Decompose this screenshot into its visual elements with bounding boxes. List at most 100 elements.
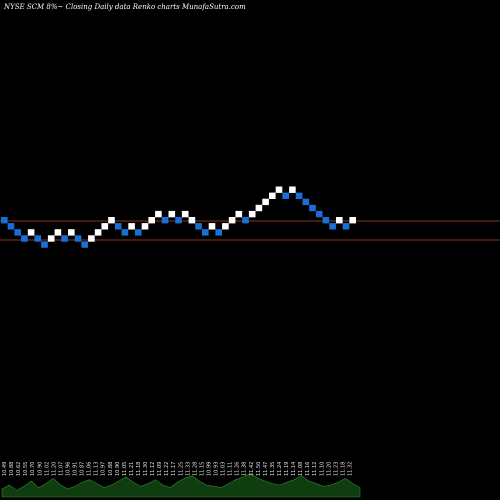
renko-brick-down <box>21 235 28 242</box>
volume-tick-label: 11.12 <box>312 462 318 476</box>
renko-brick-up <box>88 235 95 242</box>
renko-brick-up <box>148 217 155 224</box>
renko-brick-down <box>329 223 336 230</box>
renko-brick-down <box>61 235 68 242</box>
renko-brick-up <box>101 223 109 230</box>
volume-tick-label: 11.08 <box>298 462 304 476</box>
renko-brick-up <box>222 223 229 230</box>
renko-brick-up <box>27 229 35 236</box>
renko-brick-down <box>41 241 48 248</box>
renko-brick-down <box>1 217 8 224</box>
volume-tick-label: 10.96 <box>65 462 71 476</box>
renko-brick-down <box>295 192 303 199</box>
volume-tick-label: 11.20 <box>326 462 332 476</box>
renko-brick-down <box>215 229 222 236</box>
volume-tick-label: 11.09 <box>157 462 163 476</box>
renko-brick-down <box>315 210 323 218</box>
volume-tick-label: 11.06 <box>87 462 93 476</box>
renko-brick-down <box>282 192 289 199</box>
volume-tick-label: 11.30 <box>143 462 149 476</box>
volume-tick-label: 11.26 <box>235 462 241 476</box>
volume-tick-label: 11.28 <box>192 462 198 476</box>
renko-brick-down <box>74 235 82 242</box>
volume-tick-label: 11.38 <box>242 462 248 476</box>
renko-brick-down <box>121 229 129 236</box>
renko-brick-up <box>228 217 236 224</box>
renko-brick-up <box>141 223 149 230</box>
renko-brick-up <box>289 186 296 193</box>
renko-brick-up <box>349 217 356 224</box>
volume-tick-label: 11.11 <box>228 462 234 476</box>
volume-tick-label: 11.17 <box>171 462 177 476</box>
renko-brick-down <box>322 217 330 224</box>
renko-brick-up <box>68 229 75 236</box>
renko-brick-up <box>188 217 196 224</box>
renko-brick-up <box>235 210 243 218</box>
volume-area-group <box>1 472 361 498</box>
volume-tick-label: 11.21 <box>129 462 135 476</box>
tick-label-group: 10.49 10.88 10.62 10.55 10.70 10.90 11.02 11.20… <box>2 462 353 476</box>
renko-brick-up <box>336 217 343 224</box>
volume-tick-label: 11.32 <box>347 462 353 476</box>
renko-brick-down <box>195 223 202 230</box>
volume-tick-label: 11.18 <box>340 462 346 476</box>
brick-group <box>1 186 356 248</box>
renko-brick-up <box>108 217 115 224</box>
renko-brick-down <box>202 229 209 236</box>
renko-brick-down <box>135 229 142 236</box>
volume-area <box>1 472 361 498</box>
volume-tick-label: 10.90 <box>37 462 43 476</box>
renko-brick-up <box>262 198 269 206</box>
volume-tick-label: 10.93 <box>214 462 220 476</box>
volume-tick-label: 11.10 <box>319 462 325 476</box>
renko-brick-down <box>114 223 122 230</box>
volume-tick-label: 10.49 <box>2 462 8 476</box>
volume-tick-label: 11.50 <box>256 462 262 476</box>
renko-brick-down <box>175 217 182 224</box>
renko-brick-up <box>155 210 162 218</box>
volume-tick-label: 11.19 <box>284 462 290 476</box>
volume-tick-label: 11.25 <box>178 462 184 476</box>
volume-tick-label: 11.33 <box>185 462 191 476</box>
renko-brick-down <box>242 217 249 224</box>
renko-brick-up <box>181 210 189 218</box>
volume-tick-label: 11.07 <box>58 462 64 476</box>
volume-tick-label: 11.12 <box>150 462 156 476</box>
renko-brick-up <box>269 192 276 199</box>
volume-tick-label: 10.88 <box>108 462 114 476</box>
renko-brick-up <box>54 229 62 236</box>
renko-brick-down <box>14 229 21 236</box>
volume-tick-label: 11.20 <box>51 462 57 476</box>
volume-tick-label: 11.16 <box>305 462 311 476</box>
volume-tick-label: 10.88 <box>9 462 15 476</box>
volume-tick-label: 11.22 <box>164 462 170 476</box>
renko-brick-up <box>47 235 55 242</box>
renko-brick-down <box>34 235 42 242</box>
volume-tick-label: 10.97 <box>101 462 107 476</box>
volume-tick-label: 10.91 <box>73 462 79 476</box>
chart-title: NYSE SCM 8%~ Closing Daily data Renko ch… <box>3 3 246 11</box>
volume-tick-label: 11.05 <box>122 462 128 476</box>
volume-tick-label: 11.14 <box>291 462 297 476</box>
volume-tick-label: 10.55 <box>23 462 29 476</box>
renko-brick-up <box>255 204 263 212</box>
renko-brick-up <box>168 210 176 218</box>
volume-tick-label: 11.47 <box>263 462 269 476</box>
volume-tick-label: 11.23 <box>333 462 339 476</box>
volume-tick-label: 10.70 <box>30 462 36 476</box>
renko-brick-up <box>128 223 135 230</box>
renko-brick-up <box>208 223 216 230</box>
volume-tick-label: 11.02 <box>44 462 50 476</box>
renko-brick-up <box>248 210 256 218</box>
volume-tick-label: 11.03 <box>221 462 227 476</box>
volume-tick-label: 10.90 <box>115 462 121 476</box>
renko-brick-down <box>342 223 350 230</box>
renko-brick-down <box>302 198 310 206</box>
volume-tick-label: 10.62 <box>16 462 22 476</box>
volume-tick-label: 11.24 <box>277 462 283 476</box>
renko-brick-down <box>309 204 316 212</box>
volume-tick-label: 11.35 <box>270 462 276 476</box>
volume-tick-label: 11.15 <box>199 462 205 476</box>
